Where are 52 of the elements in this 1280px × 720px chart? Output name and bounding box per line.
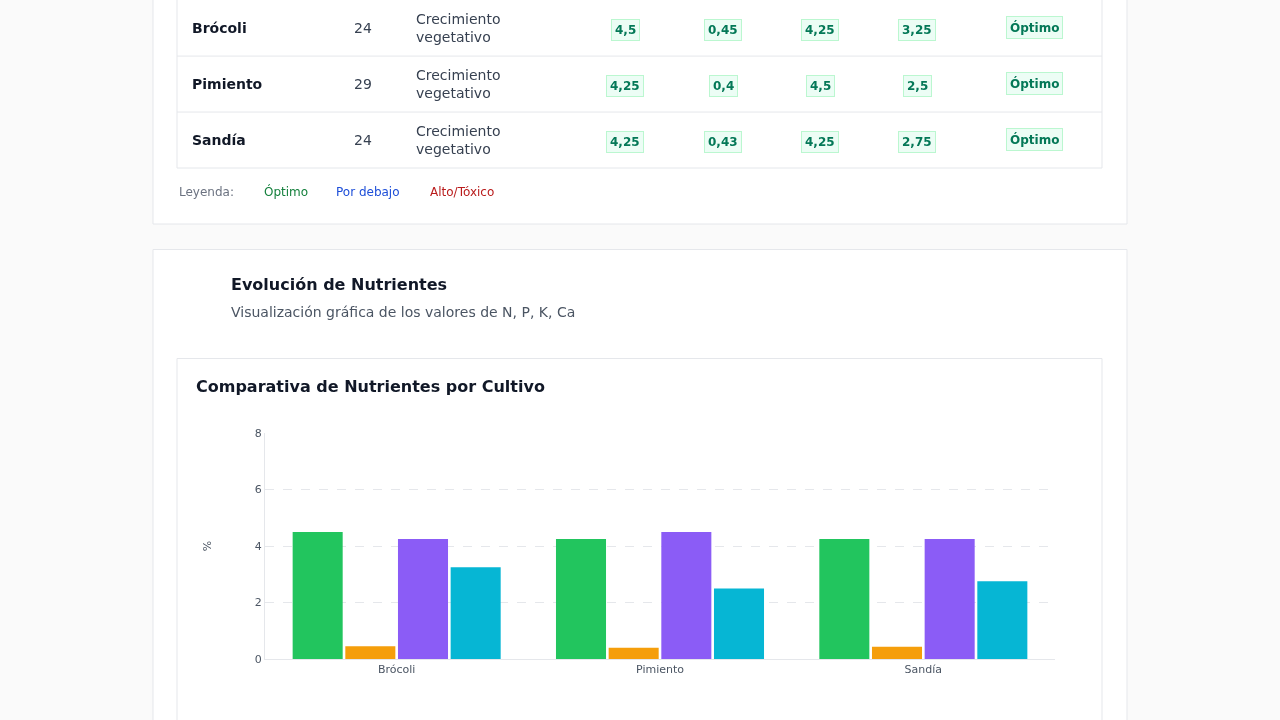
y-tick-label: 6 — [254, 483, 262, 497]
chart-title: Evolución de Nutrientes — [231, 275, 448, 294]
text: Crecimiento vegetativo — [416, 67, 501, 102]
text: 0,43 — [708, 135, 738, 149]
text: 0,45 — [708, 23, 738, 37]
text: Óptimo — [264, 184, 309, 199]
text: Alto/Tóxico — [430, 185, 495, 199]
text: 29 — [354, 76, 372, 92]
text: Crecimiento vegetativo — [416, 11, 501, 46]
text: 4,5 — [615, 23, 637, 37]
text: Por debajo — [336, 185, 400, 199]
text: Leyenda: — [179, 185, 234, 199]
x-tick-label: Brócoli — [377, 663, 416, 677]
text: 24 — [354, 20, 372, 36]
bar — [292, 531, 343, 659]
y-tick-label: 8 — [254, 427, 262, 440]
bar — [819, 539, 870, 659]
text: 2,5 — [907, 79, 929, 93]
text: Óptimo — [1010, 20, 1060, 35]
text: 0,4 — [713, 79, 735, 93]
text: Pimiento — [192, 76, 263, 92]
y-tick-label: 2 — [254, 596, 262, 610]
y-tick-label: 0 — [254, 652, 262, 666]
bar — [397, 539, 449, 659]
bar — [555, 539, 607, 659]
text: 4,25 — [805, 135, 835, 149]
bar — [977, 581, 1028, 659]
bar — [713, 588, 765, 659]
bar — [924, 539, 975, 659]
y-axis-title: % — [201, 540, 215, 552]
text: 3,25 — [902, 23, 932, 37]
chart-subtitle: Visualización gráfica de los valores de N, P, K, Ca — [231, 304, 576, 320]
x-tick-label: Pimiento — [635, 663, 685, 677]
text: 2,75 — [902, 135, 932, 149]
text: Brócoli — [192, 20, 247, 36]
text: 4,25 — [610, 79, 640, 93]
text: 4,25 — [805, 23, 835, 37]
text: Crecimiento vegetativo — [416, 123, 501, 158]
text: 4,5 — [810, 79, 832, 93]
text: Comparativa de Nutrientes por Cultivo — [196, 377, 545, 396]
bar — [345, 646, 396, 659]
text: Sandía — [192, 132, 246, 148]
bar — [661, 531, 712, 659]
text: Óptimo — [1010, 76, 1060, 91]
bar — [450, 567, 501, 659]
y-tick-label: 4 — [254, 539, 262, 553]
text: 24 — [354, 132, 372, 148]
x-tick-label: Sandía — [904, 663, 943, 677]
text: Óptimo — [1010, 132, 1060, 147]
text: 4,25 — [610, 135, 640, 149]
bar — [608, 647, 659, 659]
bar — [871, 646, 923, 659]
